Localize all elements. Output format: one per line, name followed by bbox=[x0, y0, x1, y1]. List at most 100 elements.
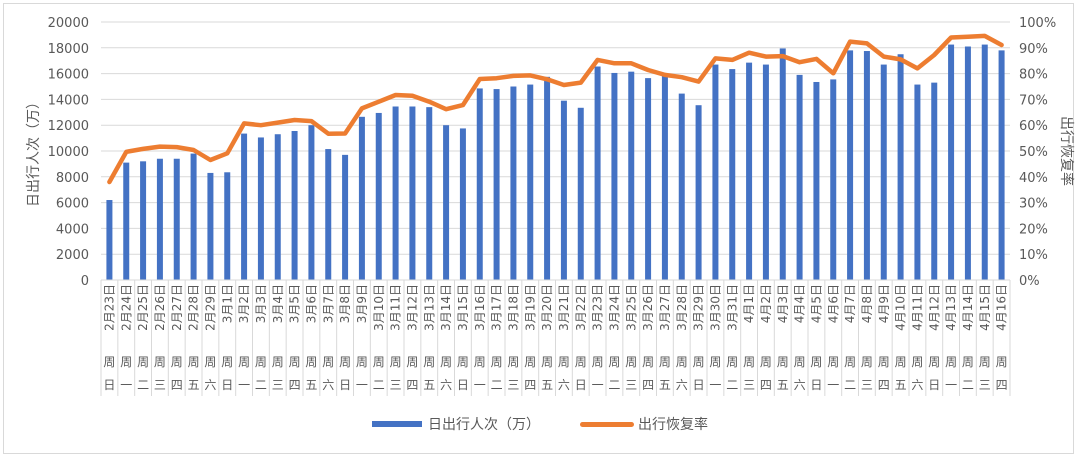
x-weekday-label: 日 bbox=[575, 378, 587, 392]
bar bbox=[358, 116, 365, 280]
x-date-label: 3月22日 bbox=[574, 284, 588, 331]
right-axis-ticks: 0% 10% 20% 30% 40% 50% 60% 70% 80% 90% 100% bbox=[1019, 16, 1056, 289]
bar bbox=[998, 50, 1005, 280]
y-tick-label: 14000 bbox=[48, 93, 89, 108]
x-weekday-label: 四 bbox=[406, 378, 418, 392]
x-weekday-label: 六 bbox=[440, 378, 452, 392]
x-date-label: 3月12日 bbox=[405, 284, 419, 331]
x-week-label: 周 bbox=[137, 355, 149, 369]
right-axis-title: 出行恢复率 bbox=[1058, 116, 1075, 186]
x-date-label: 3月9日 bbox=[355, 284, 369, 323]
bar bbox=[325, 149, 332, 280]
x-weekday-label: 日 bbox=[103, 378, 115, 392]
x-weekday-label: 日 bbox=[928, 378, 940, 392]
x-weekday-label: 一 bbox=[945, 378, 957, 392]
x-date-label: 4月15日 bbox=[978, 284, 992, 331]
x-date-label: 3月1日 bbox=[220, 284, 234, 323]
x-week-label: 周 bbox=[221, 355, 233, 369]
x-date-label: 3月8日 bbox=[338, 284, 352, 323]
x-weekday-label: 六 bbox=[204, 378, 216, 392]
x-weekday-label: 三 bbox=[154, 378, 166, 392]
y-tick-label: 2000 bbox=[56, 248, 89, 263]
x-date-label: 3月21日 bbox=[557, 284, 571, 331]
y-tick-label: 10000 bbox=[48, 145, 89, 160]
x-weekday-label: 一 bbox=[709, 378, 721, 392]
x-date-label: 4月13日 bbox=[944, 284, 958, 331]
left-axis-ticks: 0 2000 4000 6000 8000 10000 12000 14000 16000 180… bbox=[48, 16, 89, 289]
bar bbox=[813, 81, 820, 280]
x-weekday-label: 一 bbox=[592, 378, 604, 392]
x-weekday-label: 四 bbox=[171, 378, 183, 392]
x-weekday-label: 三 bbox=[272, 378, 284, 392]
x-weekday-label: 三 bbox=[861, 378, 873, 392]
x-weekday-label: 三 bbox=[979, 378, 991, 392]
x-date-label: 4月2日 bbox=[759, 284, 773, 323]
bar bbox=[661, 73, 668, 280]
x-weekday-label: 日 bbox=[457, 378, 469, 392]
x-weekday-label: 四 bbox=[289, 378, 301, 392]
x-date-label: 3月15日 bbox=[456, 284, 470, 331]
x-date-label: 4月3日 bbox=[776, 284, 790, 323]
x-weekday-label: 一 bbox=[120, 378, 132, 392]
legend-item-line: 出行恢复率 bbox=[580, 414, 708, 434]
bar bbox=[762, 64, 769, 280]
x-date-label: 3月23日 bbox=[591, 284, 605, 331]
y2-tick-label: 10% bbox=[1019, 248, 1048, 263]
x-week-label: 周 bbox=[878, 355, 890, 369]
x-week-label: 周 bbox=[120, 355, 132, 369]
x-weekday-label: 六 bbox=[322, 378, 334, 392]
x-date-label: 4月4日 bbox=[793, 284, 807, 323]
bar bbox=[948, 44, 955, 281]
x-weekday-label: 一 bbox=[356, 378, 368, 392]
y-tick-label: 16000 bbox=[48, 68, 89, 83]
bar bbox=[291, 131, 298, 280]
x-weekday-label: 一 bbox=[827, 378, 839, 392]
x-week-label: 周 bbox=[928, 355, 940, 369]
bar bbox=[224, 172, 231, 280]
x-weekday-label: 日 bbox=[339, 378, 351, 392]
x-week-label: 周 bbox=[204, 355, 216, 369]
x-week-label: 周 bbox=[693, 355, 705, 369]
x-week-label: 周 bbox=[979, 355, 991, 369]
x-week-label: 周 bbox=[491, 355, 503, 369]
bar bbox=[241, 133, 248, 280]
x-date-label: 3月14日 bbox=[439, 284, 453, 331]
y2-tick-label: 70% bbox=[1019, 93, 1048, 108]
x-week-label: 周 bbox=[945, 355, 957, 369]
bar bbox=[106, 200, 113, 280]
x-weekday-label: 五 bbox=[895, 378, 907, 392]
x-date-label: 2月27日 bbox=[170, 284, 184, 331]
bar bbox=[459, 128, 466, 280]
recovery-rate-line bbox=[107, 33, 1004, 185]
x-week-label: 周 bbox=[390, 355, 402, 369]
bar-series bbox=[106, 44, 1005, 281]
bar bbox=[628, 71, 635, 280]
x-weekday-label: 五 bbox=[659, 378, 671, 392]
x-date-label: 3月25日 bbox=[624, 284, 638, 331]
line-series bbox=[107, 33, 1004, 185]
x-date-label: 4月5日 bbox=[809, 284, 823, 323]
x-date-label: 2月29日 bbox=[203, 284, 217, 331]
x-weekday-label: 四 bbox=[760, 378, 772, 392]
x-week-label: 周 bbox=[911, 355, 923, 369]
bar bbox=[257, 137, 264, 280]
x-weekday-label: 日 bbox=[221, 378, 233, 392]
x-date-label: 4月6日 bbox=[826, 284, 840, 323]
x-weekday-label: 日 bbox=[693, 378, 705, 392]
x-date-label: 3月2日 bbox=[237, 284, 251, 323]
bar bbox=[712, 64, 719, 280]
x-weekday-label: 二 bbox=[726, 378, 738, 392]
bar bbox=[796, 74, 803, 280]
x-week-label: 周 bbox=[810, 355, 822, 369]
bar bbox=[510, 86, 517, 280]
x-weekday-label: 二 bbox=[962, 378, 974, 392]
left-axis-title: 日出行人次（万） bbox=[26, 95, 42, 207]
bar bbox=[964, 46, 971, 281]
y-tick-label: 18000 bbox=[48, 42, 89, 57]
x-date-label: 3月26日 bbox=[641, 284, 655, 331]
x-date-label: 3月10日 bbox=[372, 284, 386, 331]
bar bbox=[409, 106, 416, 281]
x-weekday-label: 二 bbox=[137, 378, 149, 392]
x-weekday-label: 二 bbox=[373, 378, 385, 392]
